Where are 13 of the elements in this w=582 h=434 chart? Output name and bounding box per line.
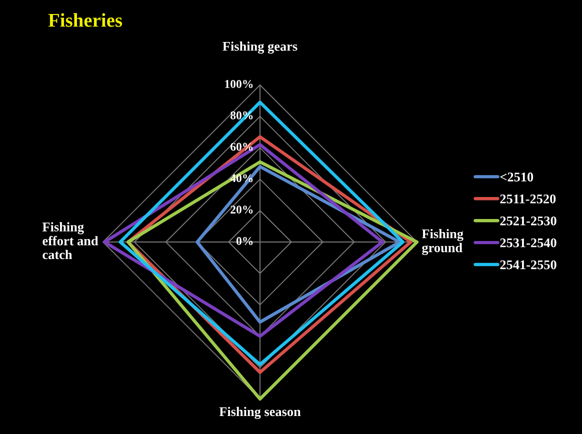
- chart-title: Fisheries: [48, 13, 122, 27]
- spoke-label: Fishing effort and catch: [42, 222, 98, 260]
- y-tick-label: 20%: [230, 206, 253, 214]
- legend-label: 2531-2540: [500, 238, 556, 248]
- legend-label: 2541-2550: [500, 260, 556, 270]
- legend-label: <2510: [500, 172, 534, 182]
- y-tick-label: 0%: [236, 236, 253, 245]
- legend-label: 2521-2530: [500, 216, 556, 226]
- spoke-label: Fishing ground: [422, 229, 464, 255]
- spoke-label: Fishing season: [219, 406, 301, 419]
- y-tick-label: 100%: [225, 80, 253, 88]
- spoke-label: Fishing gears: [222, 42, 298, 54]
- legend-label: 2511-2520: [500, 194, 556, 204]
